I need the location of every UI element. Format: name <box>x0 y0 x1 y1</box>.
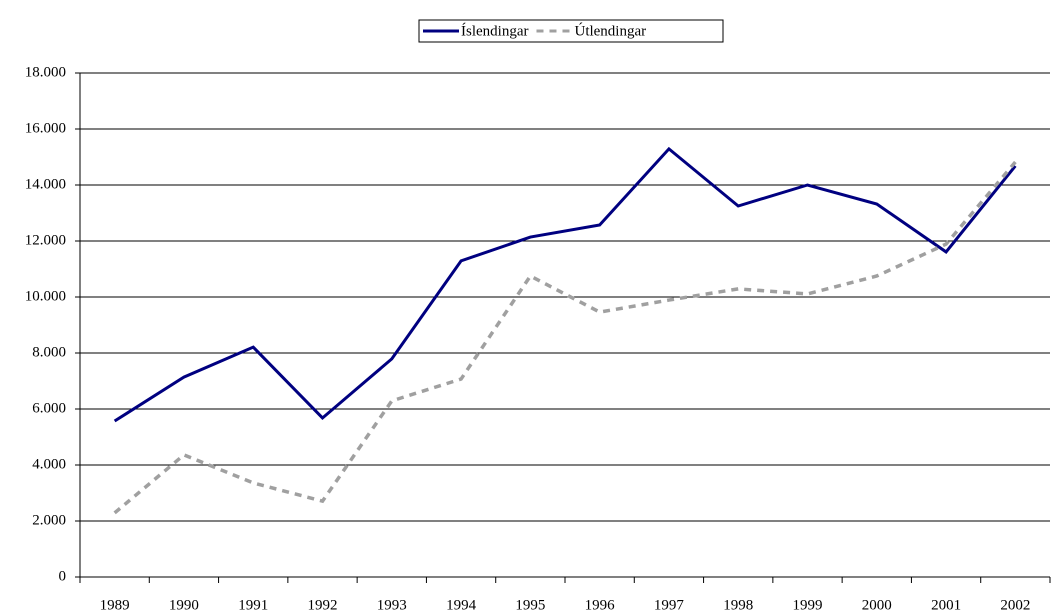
y-tick-label: 0 <box>59 568 67 584</box>
x-tick-label: 2000 <box>862 597 892 613</box>
x-tick-label: 1998 <box>723 597 753 613</box>
x-tick-label: 1989 <box>100 597 130 613</box>
legend-label: Íslendingar <box>461 22 528 39</box>
legend-box <box>418 19 724 43</box>
x-tick-label: 1999 <box>793 597 823 613</box>
y-tick-label: 12.000 <box>25 232 66 248</box>
y-tick-label: 16.000 <box>25 120 66 136</box>
x-tick-label: 1990 <box>169 597 199 613</box>
x-tick-label: 1992 <box>308 597 338 613</box>
x-tick-label: 2002 <box>1000 597 1030 613</box>
y-tick-label: 6.000 <box>32 400 66 416</box>
legend-label: Útlendingar <box>574 22 646 39</box>
x-tick-label: 2001 <box>931 597 961 613</box>
series-line <box>113 160 1017 515</box>
y-tick-label: 10.000 <box>25 288 66 304</box>
x-tick-label: 1997 <box>654 597 685 613</box>
y-tick-label: 14.000 <box>25 176 66 192</box>
x-tick-label: 1996 <box>585 597 616 613</box>
x-tick-label: 1994 <box>446 597 477 613</box>
series-line <box>113 146 1017 423</box>
y-tick-label: 2.000 <box>32 512 66 528</box>
y-tick-label: 8.000 <box>32 344 66 360</box>
x-tick-label: 1995 <box>515 597 545 613</box>
x-tick-label: 1991 <box>238 597 268 613</box>
y-tick-label: 18.000 <box>25 64 66 80</box>
x-tick-label: 1993 <box>377 597 407 613</box>
y-tick-label: 4.000 <box>32 456 66 472</box>
